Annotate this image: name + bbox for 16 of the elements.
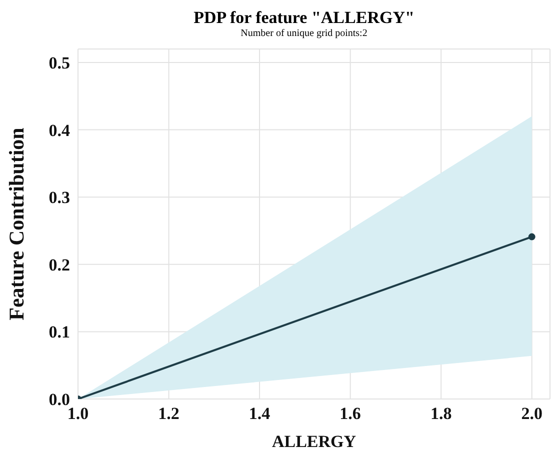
x-axis-title: ALLERGY (272, 432, 356, 451)
y-tick-label: 0.4 (48, 120, 70, 140)
x-tick-label: 1.4 (248, 404, 271, 424)
y-tick-label: 0.3 (48, 188, 70, 208)
x-tick-label: 1.2 (158, 404, 180, 424)
chart-title: PDP for feature "ALLERGY" (192, 8, 416, 28)
x-tick-label: 2.0 (521, 404, 542, 424)
y-tick-label: 0.0 (48, 390, 70, 410)
x-tick-label: 1.0 (67, 404, 89, 424)
y-tick-label: 0.2 (48, 255, 70, 274)
y-tick-label: 0.1 (48, 322, 70, 342)
y-tick-label: 0.5 (48, 53, 70, 72)
chart-subtitle: Number of unique grid points:2 (240, 28, 368, 39)
y-axis-title: Feature Contribution (4, 127, 28, 320)
x-tick-label: 1.6 (340, 404, 361, 424)
x-tick-label: 1.8 (430, 404, 452, 424)
